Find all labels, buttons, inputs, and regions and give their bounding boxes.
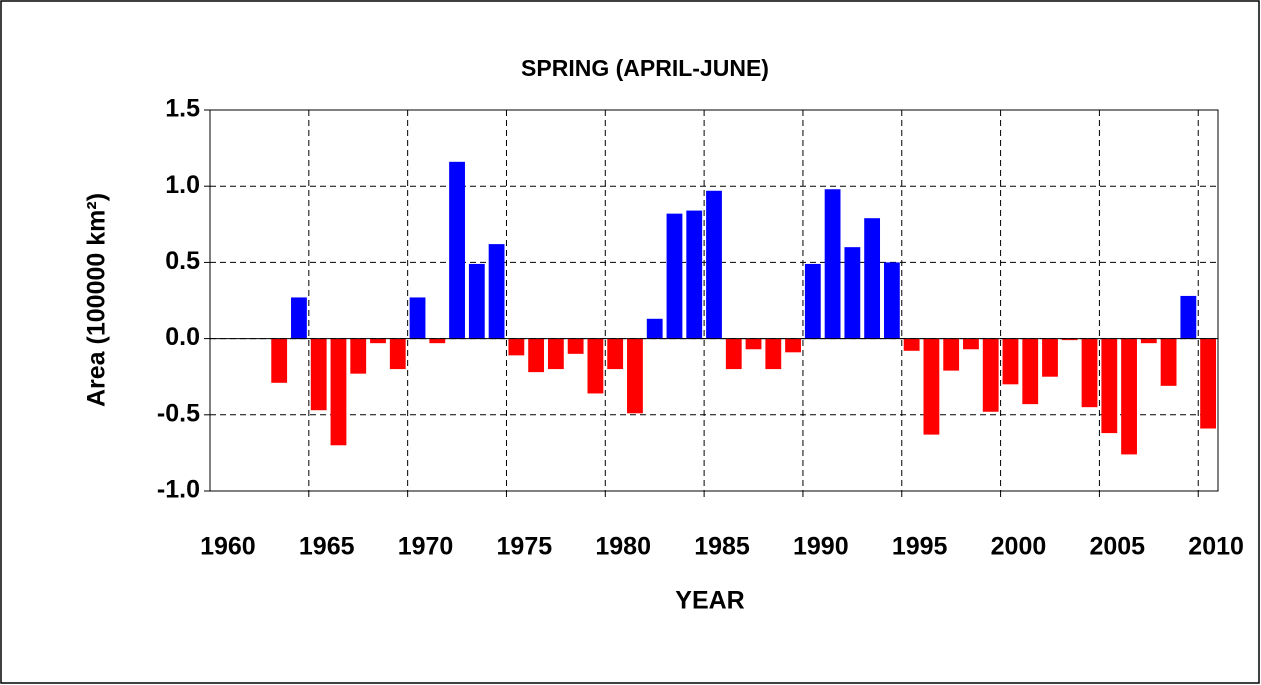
bar	[587, 338, 604, 394]
bar	[943, 338, 960, 371]
bar	[627, 338, 643, 414]
x-tick-label: 1990	[793, 533, 849, 561]
x-tick-label: 1970	[398, 533, 454, 561]
chart-title: SPRING (APRIL-JUNE)	[521, 55, 769, 81]
bar	[291, 297, 307, 339]
bar	[607, 338, 624, 370]
bar	[567, 338, 584, 354]
bar	[508, 338, 525, 356]
bar	[745, 338, 762, 350]
bar	[804, 263, 821, 339]
bar	[903, 338, 920, 351]
y-axis-title: Area (100000 km²)	[83, 193, 111, 407]
bar	[370, 338, 386, 344]
x-tick-label: 1995	[892, 533, 948, 561]
bar	[1160, 338, 1177, 386]
bar	[982, 338, 999, 412]
bar	[271, 338, 288, 383]
bar	[1180, 295, 1197, 339]
x-tick-label: 1985	[694, 533, 750, 561]
bar	[1140, 338, 1157, 344]
bar	[725, 338, 742, 370]
bar	[488, 244, 505, 339]
bar	[389, 338, 406, 370]
bar	[429, 338, 446, 344]
bar	[646, 318, 663, 339]
y-tick-label: 1.5	[165, 95, 200, 123]
bar	[1022, 338, 1039, 405]
bar	[528, 338, 545, 373]
bar	[686, 210, 703, 339]
bar	[1200, 338, 1217, 429]
x-tick-label: 1980	[595, 533, 651, 561]
bar	[350, 338, 367, 374]
plot-border	[209, 109, 1219, 492]
bar	[706, 190, 722, 339]
y-tick-label: -1.0	[157, 476, 200, 504]
y-tick-label: 0.0	[165, 323, 200, 351]
bar	[883, 262, 900, 339]
bar	[844, 247, 861, 339]
bar	[1061, 338, 1078, 341]
x-axis-title: YEAR	[675, 587, 744, 615]
bar	[963, 338, 979, 350]
bar	[1081, 338, 1098, 408]
x-tick-label: 1975	[497, 533, 553, 561]
bar	[547, 338, 564, 370]
y-tick-label: -0.5	[157, 399, 200, 427]
bar	[468, 263, 485, 339]
bar	[785, 338, 801, 353]
bar	[310, 338, 327, 411]
bar	[1101, 338, 1118, 434]
bar	[449, 161, 465, 339]
x-tick-label: 2000	[991, 533, 1047, 561]
bar	[1121, 338, 1137, 455]
bar	[1042, 338, 1058, 377]
y-tick-label: 0.5	[165, 247, 200, 275]
bar	[666, 213, 683, 339]
x-tick-label: 1960	[200, 533, 256, 561]
bar	[330, 338, 347, 446]
y-tick-label: 1.0	[165, 171, 200, 199]
bar	[864, 218, 881, 339]
bar	[923, 338, 940, 435]
bar	[409, 297, 426, 339]
x-tick-label: 2005	[1089, 533, 1145, 561]
x-tick-label: 1965	[299, 533, 355, 561]
bar	[824, 189, 841, 339]
x-tick-label: 2010	[1188, 533, 1244, 561]
bar	[1002, 338, 1019, 385]
bar	[765, 338, 782, 370]
